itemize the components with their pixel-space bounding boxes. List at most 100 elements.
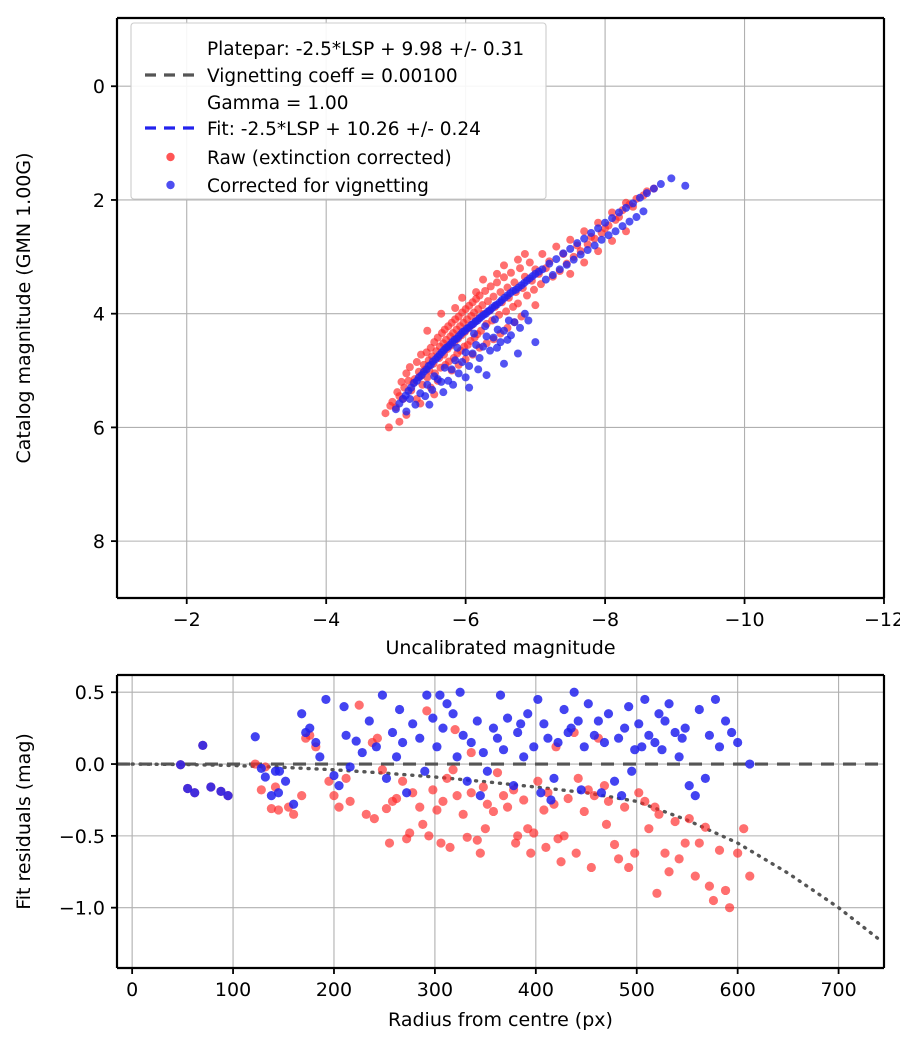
- scatter-point: [529, 285, 538, 294]
- scatter-point: [351, 736, 361, 746]
- scatter-point: [714, 742, 725, 752]
- scatter-point: [556, 857, 566, 867]
- scatter-point: [520, 309, 529, 318]
- scatter-point: [523, 276, 531, 285]
- scatter-point: [437, 309, 446, 318]
- scatter-point: [539, 719, 549, 729]
- scatter-point: [415, 802, 425, 812]
- scatter-point: [321, 694, 331, 705]
- scatter-point: [573, 716, 583, 726]
- scatter-point: [412, 358, 421, 367]
- scatter-point: [502, 307, 511, 316]
- scatter-point: [402, 369, 411, 378]
- scatter-point: [624, 702, 634, 712]
- scatter-point: [644, 824, 654, 834]
- scatter-point: [499, 261, 508, 270]
- scatter-point: [528, 272, 537, 281]
- scatter-point: [422, 690, 432, 700]
- scatter-point: [548, 271, 557, 280]
- scatter-point: [449, 380, 458, 389]
- scatter-point: [684, 814, 694, 824]
- scatter-point: [418, 819, 428, 829]
- scatter-point: [513, 831, 523, 841]
- scatter-point: [634, 788, 644, 798]
- scatter-point: [590, 241, 599, 250]
- scatter-point: [472, 340, 481, 349]
- scatter-point: [480, 824, 490, 834]
- scatter-point: [468, 349, 477, 358]
- scatter-point: [549, 773, 559, 784]
- scatter-point: [448, 765, 458, 775]
- scatter-point: [576, 250, 585, 259]
- scatter-point: [377, 765, 388, 775]
- scatter-point: [465, 362, 474, 370]
- scatter-point: [569, 687, 579, 697]
- bottom-plot-ylabel: Fit residuals (mag): [13, 733, 35, 910]
- scatter-point: [670, 816, 680, 827]
- scatter-point: [391, 793, 402, 804]
- scatter-point: [526, 848, 536, 858]
- scatter-point: [523, 709, 533, 719]
- scatter-point: [520, 249, 529, 258]
- scatter-point: [635, 193, 644, 202]
- scatter-point: [482, 766, 492, 776]
- scatter-point: [369, 814, 379, 824]
- scatter-point: [538, 249, 547, 258]
- scatter-point: [442, 699, 452, 709]
- scatter-point: [630, 745, 640, 755]
- scatter-point: [529, 742, 539, 752]
- scatter-point: [594, 218, 603, 227]
- scatter-point: [593, 716, 603, 726]
- top-plot-xlabel: Uncalibrated magnitude: [385, 637, 615, 659]
- scatter-point: [426, 360, 435, 369]
- scatter-point: [198, 740, 208, 750]
- scatter-point: [625, 217, 634, 226]
- scatter-point: [381, 773, 392, 784]
- scatter-point: [345, 796, 355, 806]
- scatter-point: [543, 733, 553, 743]
- scatter-point: [415, 733, 425, 743]
- scatter-point: [670, 727, 680, 738]
- top-plot-x-ticklabel-5: −12: [864, 609, 900, 631]
- bottom-plot-y-ticklabel-3: −1.0: [59, 898, 105, 920]
- scatter-point: [289, 809, 299, 819]
- scatter-point: [216, 786, 226, 796]
- scatter-point: [411, 400, 420, 409]
- scatter-point: [589, 791, 599, 801]
- scatter-point: [493, 325, 502, 334]
- bottom-plot-x-ticklabel-3: 300: [417, 979, 453, 1001]
- scatter-point: [250, 732, 260, 742]
- scatter-point: [435, 690, 445, 700]
- scatter-point: [640, 694, 650, 705]
- bottom-plot-scatter: [175, 687, 755, 913]
- scatter-point: [493, 343, 502, 352]
- scatter-point: [489, 333, 498, 342]
- scatter-point: [488, 806, 499, 817]
- scatter-point: [555, 265, 564, 274]
- scatter-point: [563, 793, 573, 804]
- scatter-point: [273, 805, 284, 815]
- scatter-point: [667, 174, 676, 183]
- scatter-point: [289, 799, 299, 809]
- scatter-point: [482, 799, 492, 809]
- scatter-point: [466, 788, 476, 798]
- scatter-point: [694, 704, 704, 715]
- scatter-point: [524, 316, 533, 325]
- scatter-point: [381, 803, 392, 814]
- scatter-point: [334, 780, 344, 791]
- top-plot-panel: −2 −4 −6 −8 −10 −12 0 2 4 6 8 Uncalibrated magnitud…: [13, 16, 900, 659]
- scatter-point: [680, 723, 690, 733]
- scatter-point: [531, 301, 540, 310]
- scatter-point: [474, 365, 483, 374]
- top-plot-series-corrected: [391, 174, 690, 416]
- top-plot-y-ticklabel-0: 0: [93, 76, 105, 98]
- legend-box: [130, 22, 547, 200]
- scatter-point: [523, 291, 531, 300]
- legend-label-1: Vignetting coeff = 0.00100: [207, 66, 458, 87]
- scatter-point: [439, 388, 448, 397]
- scatter-point: [622, 203, 631, 212]
- bottom-plot-series-raw: [175, 700, 755, 913]
- scatter-point: [654, 709, 664, 719]
- scatter-point: [462, 832, 472, 842]
